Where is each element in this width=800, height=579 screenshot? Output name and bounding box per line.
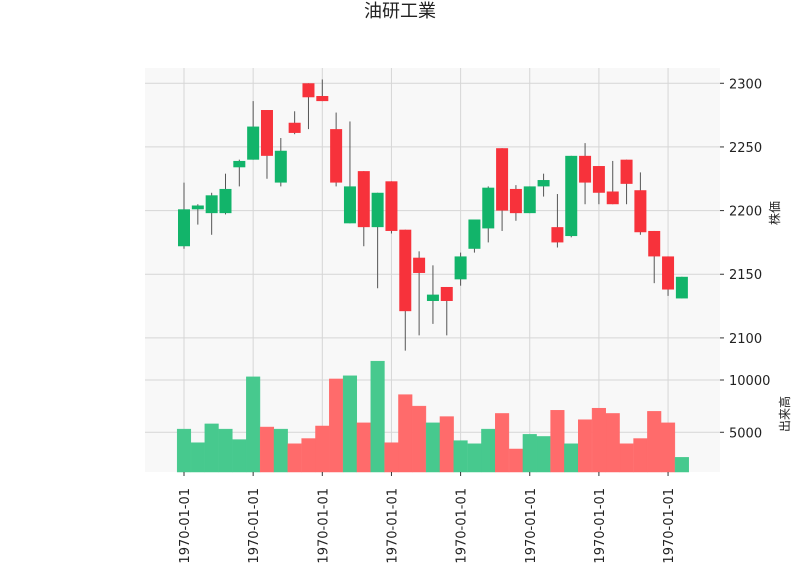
candle-up (274, 150, 287, 183)
volume-bar (315, 425, 330, 473)
volume-bar (578, 419, 593, 473)
price-axis-label: 株価 (767, 201, 782, 225)
volume-bar (439, 416, 454, 473)
volume-bar (647, 411, 662, 473)
price-axis-ticks: 2100 2150 2200 2250 2300 (720, 77, 762, 347)
x-tick-label: 1970-01-01 (524, 488, 539, 564)
candle-up (537, 180, 550, 187)
candle-down (634, 190, 647, 233)
candle-up (247, 126, 260, 160)
candle-down (330, 129, 343, 183)
volume-bar (633, 438, 648, 473)
candle-down (606, 191, 619, 205)
volume-tick-label: 10000 (729, 374, 770, 389)
volume-bar (661, 422, 676, 473)
price-tick-label: 2300 (729, 77, 762, 92)
volume-bar (619, 443, 634, 473)
volume-bar (481, 428, 496, 473)
volume-bar (259, 426, 275, 473)
candle-up (426, 294, 439, 301)
candle-up (219, 188, 232, 214)
candle-up (454, 256, 467, 280)
volume-bar (370, 360, 385, 473)
candle-up (482, 187, 495, 229)
candle-series (178, 79, 688, 351)
volume-bar (232, 439, 247, 473)
volume-bar (329, 378, 344, 473)
volume-bar (453, 440, 468, 473)
candle-down (260, 110, 273, 156)
x-tick-label: 1970-01-01 (662, 488, 677, 564)
volume-bar (246, 376, 261, 473)
volume-bar (522, 434, 537, 473)
price-tick-label: 2200 (729, 205, 762, 220)
volume-bar (467, 443, 482, 473)
candle-down (496, 148, 509, 211)
x-tick-label: 1970-01-01 (178, 488, 193, 564)
volume-bar (564, 443, 579, 473)
volume-bar (508, 448, 523, 473)
candle-up (371, 192, 384, 228)
candle-down (551, 227, 564, 243)
candle-up (233, 160, 246, 168)
volume-bar (356, 422, 371, 473)
candle-up (523, 186, 536, 214)
candle-down (302, 83, 315, 98)
candle-down (509, 188, 522, 214)
volume-bar (605, 413, 620, 473)
candle-down (413, 257, 426, 273)
volume-axis-label: 出来高 (777, 396, 792, 432)
x-tick-label: 1970-01-01 (455, 488, 470, 564)
volume-bar (495, 413, 510, 473)
chart-title: 油研工業 (364, 1, 436, 22)
volume-bar (398, 394, 413, 473)
candle-down (440, 286, 453, 301)
candle-down (662, 256, 675, 290)
candle-up (468, 219, 481, 249)
x-tick-label: 1970-01-01 (247, 488, 262, 564)
candle-up (178, 209, 190, 247)
candle-up (191, 205, 204, 210)
candle-up (675, 276, 688, 299)
candle-down (385, 181, 398, 231)
x-tick-label: 1970-01-01 (316, 488, 331, 564)
volume-bar (301, 438, 316, 473)
candle-down (399, 229, 412, 312)
volume-bar (425, 422, 440, 473)
x-tick-label: 1970-01-01 (593, 488, 608, 564)
x-tick-label: 1970-01-01 (385, 488, 400, 564)
candle-down (648, 230, 661, 257)
volume-bar (190, 442, 205, 473)
volume-series (176, 360, 689, 473)
candle-down (288, 122, 301, 133)
candle-down (316, 96, 329, 102)
volume-bar (591, 407, 606, 473)
candle-down (592, 166, 605, 193)
volume-bar (550, 410, 565, 473)
candle-down (579, 155, 592, 183)
volume-axis-ticks: 5000 10000 (720, 374, 770, 441)
volume-tick-label: 5000 (729, 426, 762, 441)
volume-bar (273, 428, 288, 473)
candle-up (343, 186, 356, 224)
volume-bar (342, 375, 358, 473)
candle-up (565, 155, 578, 237)
price-tick-label: 2250 (729, 141, 762, 156)
candle-down (620, 159, 633, 184)
candle-up (205, 195, 218, 214)
x-axis-ticks: 1970-01-01 1970-01-01 1970-01-01 1970-01-01… (178, 472, 677, 564)
volume-bar (204, 423, 219, 473)
price-tick-label: 2150 (729, 268, 762, 283)
volume-bar (287, 443, 302, 473)
volume-bar (674, 457, 689, 473)
volume-bar (412, 405, 427, 473)
candle-down (357, 171, 370, 228)
price-tick-label: 2100 (729, 332, 762, 347)
volume-bar (176, 428, 192, 473)
volume-bar (536, 436, 551, 473)
volume-bar (384, 442, 399, 473)
volume-bar (218, 428, 233, 473)
